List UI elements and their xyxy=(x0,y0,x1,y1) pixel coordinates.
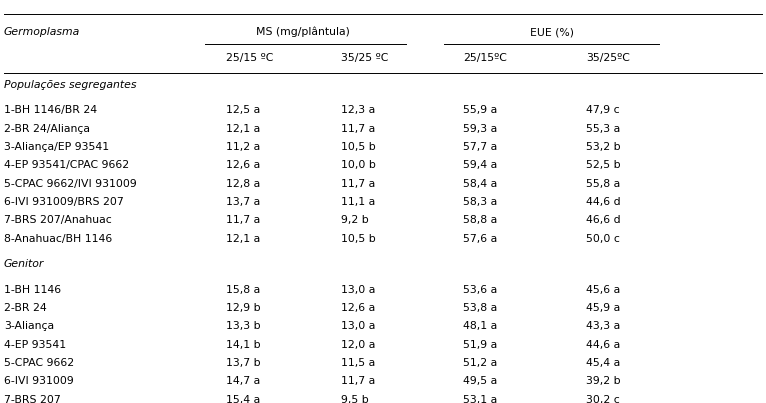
Text: 15,4 a: 15,4 a xyxy=(226,395,260,403)
Text: 6-IVI 931009: 6-IVI 931009 xyxy=(4,376,74,386)
Text: 45,4 a: 45,4 a xyxy=(586,358,620,368)
Text: 12,5 a: 12,5 a xyxy=(226,105,260,115)
Text: 11,7 a: 11,7 a xyxy=(341,179,375,189)
Text: 55,9 a: 55,9 a xyxy=(463,105,498,115)
Text: 14,7 a: 14,7 a xyxy=(226,376,260,386)
Text: 7-BRS 207/Anahuac: 7-BRS 207/Anahuac xyxy=(4,215,112,225)
Text: 12,3 a: 12,3 a xyxy=(341,105,375,115)
Text: 13,0 a: 13,0 a xyxy=(341,285,375,295)
Text: 3-Aliança: 3-Aliança xyxy=(4,322,54,331)
Text: 39,2 b: 39,2 b xyxy=(586,376,620,386)
Text: 2-BR 24/Aliança: 2-BR 24/Aliança xyxy=(4,124,90,133)
Text: 13,0 a: 13,0 a xyxy=(341,322,375,331)
Text: 3-Aliança/EP 93541: 3-Aliança/EP 93541 xyxy=(4,142,109,152)
Text: 14,1 b: 14,1 b xyxy=(226,340,260,350)
Text: 13,7 b: 13,7 b xyxy=(226,358,260,368)
Text: 7-BRS 207: 7-BRS 207 xyxy=(4,395,61,403)
Text: 8-Anahuac/BH 1146: 8-Anahuac/BH 1146 xyxy=(4,234,112,243)
Text: EUE (%): EUE (%) xyxy=(529,27,574,37)
Text: Populações segregantes: Populações segregantes xyxy=(4,80,136,89)
Text: 53,8 a: 53,8 a xyxy=(463,303,498,313)
Text: 11,7 a: 11,7 a xyxy=(341,124,375,133)
Text: 11,7 a: 11,7 a xyxy=(226,215,260,225)
Text: 58,3 a: 58,3 a xyxy=(463,197,498,207)
Text: 51,2 a: 51,2 a xyxy=(463,358,498,368)
Text: 50,0 c: 50,0 c xyxy=(586,234,620,243)
Text: 12,6 a: 12,6 a xyxy=(341,303,375,313)
Text: MS (mg/plântula): MS (mg/plântula) xyxy=(256,27,349,37)
Text: 13,7 a: 13,7 a xyxy=(226,197,260,207)
Text: 47,9 c: 47,9 c xyxy=(586,105,620,115)
Text: 9,2 b: 9,2 b xyxy=(341,215,368,225)
Text: 12,1 a: 12,1 a xyxy=(226,234,260,243)
Text: 15,8 a: 15,8 a xyxy=(226,285,260,295)
Text: 12,1 a: 12,1 a xyxy=(226,124,260,133)
Text: 49,5 a: 49,5 a xyxy=(463,376,498,386)
Text: 11,7 a: 11,7 a xyxy=(341,376,375,386)
Text: 35/25 ºC: 35/25 ºC xyxy=(341,54,388,63)
Text: 6-IVI 931009/BRS 207: 6-IVI 931009/BRS 207 xyxy=(4,197,123,207)
Text: 12,0 a: 12,0 a xyxy=(341,340,375,350)
Text: 13,3 b: 13,3 b xyxy=(226,322,260,331)
Text: 53,2 b: 53,2 b xyxy=(586,142,620,152)
Text: 53,1 a: 53,1 a xyxy=(463,395,498,403)
Text: 11,2 a: 11,2 a xyxy=(226,142,260,152)
Text: 58,4 a: 58,4 a xyxy=(463,179,498,189)
Text: 57,7 a: 57,7 a xyxy=(463,142,498,152)
Text: 5-CPAC 9662/IVI 931009: 5-CPAC 9662/IVI 931009 xyxy=(4,179,136,189)
Text: 25/15 ºC: 25/15 ºC xyxy=(226,54,273,63)
Text: 10,0 b: 10,0 b xyxy=(341,160,376,170)
Text: 53,6 a: 53,6 a xyxy=(463,285,498,295)
Text: 44,6 a: 44,6 a xyxy=(586,340,620,350)
Text: 11,5 a: 11,5 a xyxy=(341,358,375,368)
Text: 45,6 a: 45,6 a xyxy=(586,285,620,295)
Text: 9,5 b: 9,5 b xyxy=(341,395,368,403)
Text: 4-EP 93541: 4-EP 93541 xyxy=(4,340,66,350)
Text: 4-EP 93541/CPAC 9662: 4-EP 93541/CPAC 9662 xyxy=(4,160,129,170)
Text: 1-BH 1146/BR 24: 1-BH 1146/BR 24 xyxy=(4,105,97,115)
Text: 12,6 a: 12,6 a xyxy=(226,160,260,170)
Text: 51,9 a: 51,9 a xyxy=(463,340,498,350)
Text: Germoplasma: Germoplasma xyxy=(4,27,80,37)
Text: 57,6 a: 57,6 a xyxy=(463,234,498,243)
Text: 59,4 a: 59,4 a xyxy=(463,160,498,170)
Text: 44,6 d: 44,6 d xyxy=(586,197,620,207)
Text: 43,3 a: 43,3 a xyxy=(586,322,620,331)
Text: 52,5 b: 52,5 b xyxy=(586,160,620,170)
Text: 35/25ºC: 35/25ºC xyxy=(586,54,630,63)
Text: 10,5 b: 10,5 b xyxy=(341,234,375,243)
Text: 5-CPAC 9662: 5-CPAC 9662 xyxy=(4,358,74,368)
Text: 55,8 a: 55,8 a xyxy=(586,179,620,189)
Text: 10,5 b: 10,5 b xyxy=(341,142,375,152)
Text: 58,8 a: 58,8 a xyxy=(463,215,498,225)
Text: 48,1 a: 48,1 a xyxy=(463,322,498,331)
Text: 11,1 a: 11,1 a xyxy=(341,197,375,207)
Text: 30,2 c: 30,2 c xyxy=(586,395,620,403)
Text: 45,9 a: 45,9 a xyxy=(586,303,620,313)
Text: Genitor: Genitor xyxy=(4,259,44,269)
Text: 1-BH 1146: 1-BH 1146 xyxy=(4,285,61,295)
Text: 12,9 b: 12,9 b xyxy=(226,303,260,313)
Text: 59,3 a: 59,3 a xyxy=(463,124,498,133)
Text: 55,3 a: 55,3 a xyxy=(586,124,620,133)
Text: 25/15ºC: 25/15ºC xyxy=(463,54,507,63)
Text: 2-BR 24: 2-BR 24 xyxy=(4,303,47,313)
Text: 12,8 a: 12,8 a xyxy=(226,179,260,189)
Text: 46,6 d: 46,6 d xyxy=(586,215,620,225)
